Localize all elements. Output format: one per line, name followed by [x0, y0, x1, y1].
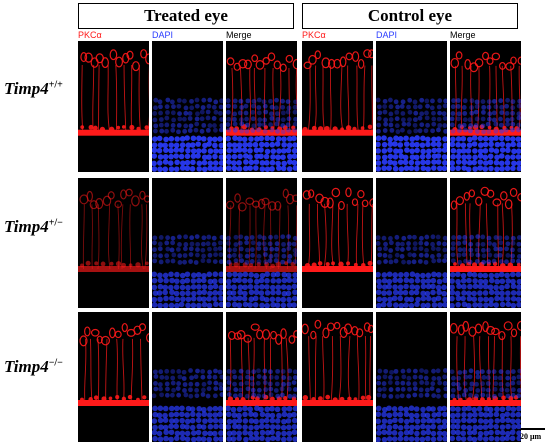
- control-dapi-label: DAPI: [376, 30, 398, 40]
- control-merge-label: Merge: [450, 30, 476, 40]
- panel-control-pkca-wildtype: [302, 41, 373, 172]
- treated-dapi-label: DAPI: [152, 30, 174, 40]
- panel-control-merge-heterozygous: [450, 178, 521, 308]
- scale-bar-label: 20 μm: [520, 432, 542, 441]
- row-gene: Timp4: [4, 79, 49, 98]
- panel-treated-merge-wildtype: [226, 41, 297, 172]
- treated-eye-title: Treated eye: [144, 6, 228, 25]
- row-genotype: +/+: [48, 79, 63, 91]
- panel-control-pkca-heterozygous: [302, 178, 373, 308]
- panel-treated-pkca-wildtype: [78, 41, 149, 172]
- panel-treated-dapi-wildtype: [152, 41, 223, 172]
- control-eye-header: Control eye: [302, 3, 518, 29]
- panel-control-merge-wildtype: [450, 41, 521, 172]
- row-genotype: −/−: [48, 357, 63, 369]
- panel-control-pkca-knockout: [302, 312, 373, 442]
- treated-merge-label: Merge: [226, 30, 252, 40]
- panel-treated-merge-knockout: [226, 312, 297, 442]
- row-gene: Timp4: [4, 217, 49, 236]
- row-label-heterozygous: Timp4+/−: [4, 217, 63, 237]
- row-label-knockout: Timp4−/−: [4, 357, 63, 377]
- row-label-wildtype: Timp4+/+: [4, 79, 63, 99]
- control-pkca-label: PKCα: [302, 30, 326, 40]
- row-gene: Timp4: [4, 357, 49, 376]
- panel-treated-dapi-heterozygous: [152, 178, 223, 308]
- panel-control-dapi-knockout: [376, 312, 447, 442]
- panel-control-dapi-wildtype: [376, 41, 447, 172]
- scale-bar: [521, 428, 545, 430]
- control-eye-title: Control eye: [367, 6, 453, 25]
- panel-control-merge-knockout: [450, 312, 521, 442]
- panel-treated-pkca-heterozygous: [78, 178, 149, 308]
- panel-control-dapi-heterozygous: [376, 178, 447, 308]
- treated-eye-header: Treated eye: [78, 3, 294, 29]
- panel-treated-dapi-knockout: [152, 312, 223, 442]
- treated-pkca-label: PKCα: [78, 30, 102, 40]
- panel-treated-merge-heterozygous: [226, 178, 297, 308]
- panel-treated-pkca-knockout: [78, 312, 149, 442]
- row-genotype: +/−: [48, 217, 63, 229]
